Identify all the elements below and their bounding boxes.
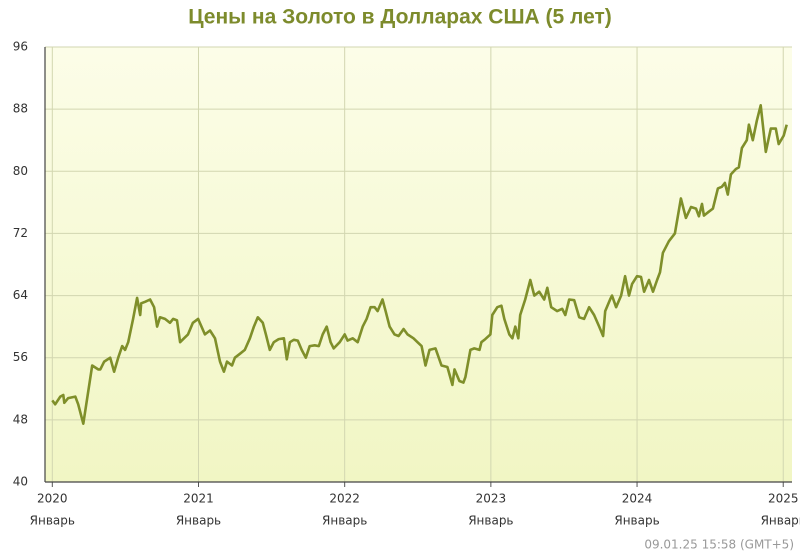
y-tick-label: 88: [13, 102, 28, 116]
chart-title: Цены на Золото в Долларах США (5 лет): [188, 6, 612, 29]
x-tick-month: Январь: [30, 514, 75, 528]
y-tick-label: 72: [13, 226, 28, 240]
x-tick-month: Январь: [468, 514, 513, 528]
x-tick-label: 2025: [768, 492, 799, 506]
y-tick-label: 56: [13, 350, 28, 364]
y-tick-label: 64: [13, 288, 28, 302]
price-line: [51, 104, 788, 425]
x-tick-month: Январь: [614, 514, 659, 528]
plot-area: [45, 47, 792, 482]
x-tick-label: 2022: [329, 492, 360, 506]
x-tick-month: Январь: [761, 514, 800, 528]
x-tick-label: 2021: [183, 492, 214, 506]
y-tick-label: 96: [13, 40, 28, 54]
y-tick-label: 80: [13, 164, 28, 178]
x-tick-label: 2020: [37, 492, 68, 506]
x-tick-month: Январь: [176, 514, 221, 528]
timestamp: 09.01.25 15:58 (GMT+5): [644, 538, 794, 552]
x-tick-label: 2024: [622, 492, 653, 506]
x-tick-label: 2023: [476, 492, 507, 506]
y-tick-label: 40: [13, 475, 28, 489]
y-tick-label: 48: [13, 412, 28, 426]
x-tick-month: Январь: [322, 514, 367, 528]
